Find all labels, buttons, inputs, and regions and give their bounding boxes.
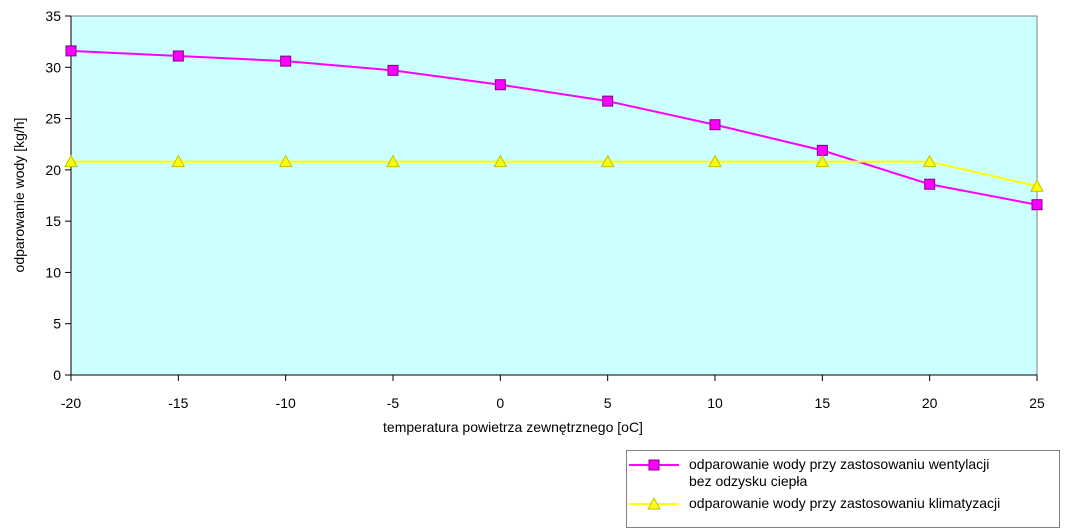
data-point	[1030, 179, 1044, 192]
series-1	[65, 45, 1043, 211]
series-layer	[64, 45, 1044, 211]
data-point	[278, 154, 293, 168]
data-point	[280, 55, 292, 67]
data-point	[64, 154, 78, 168]
y-axis: 0 5 10 15 20 25 30 35	[45, 8, 72, 383]
x-axis: -20 -15 -10 -5 0 5 10 15 20 25	[61, 374, 1045, 411]
legend-label-series-2: odparowanie wody przy zastosowaniu klima…	[689, 495, 1001, 511]
data-point	[65, 45, 77, 57]
y-tick-label: 20	[45, 162, 61, 178]
x-tick-label: -20	[61, 395, 81, 411]
data-point	[924, 178, 936, 190]
series-2-line	[71, 160, 1038, 188]
data-point	[600, 154, 615, 168]
legend-swatch-square-icon	[627, 456, 681, 476]
y-axis-title: odparowanie wody [kg/h]	[11, 118, 27, 273]
y-tick-label: 30	[45, 59, 61, 75]
x-tick-label: 25	[1029, 395, 1045, 411]
data-point	[816, 144, 828, 156]
data-point	[493, 154, 508, 168]
data-point	[602, 95, 614, 107]
legend-label-series-1-line-1: odparowanie wody przy zastosowaniu wenty…	[689, 456, 990, 472]
legend-item-series-1: odparowanie wody przy zastosowaniu wenty…	[627, 456, 1049, 490]
x-tick-label: 10	[707, 395, 723, 411]
x-tick-label: 0	[496, 395, 504, 411]
x-tick-label: -15	[168, 395, 188, 411]
data-point	[387, 64, 399, 76]
y-tick-label: 10	[45, 264, 61, 280]
legend-label-series-1-line-2: bez odzysku ciepła	[689, 473, 808, 489]
data-point	[172, 50, 184, 62]
x-axis-title: temperatura powietrza zewnętrznego [oC]	[383, 419, 643, 435]
series-1-line	[70, 49, 1038, 206]
data-point	[386, 154, 400, 168]
y-tick-label: 35	[45, 8, 61, 24]
x-tick-label: -10	[276, 395, 296, 411]
data-point	[922, 154, 937, 168]
x-tick-label: 15	[815, 395, 831, 411]
data-point	[1031, 199, 1043, 211]
legend-item-series-2: odparowanie wody przy zastosowaniu klima…	[627, 495, 1049, 515]
data-point	[709, 119, 721, 131]
y-tick-label: 5	[53, 316, 61, 332]
y-tick-label: 0	[53, 367, 61, 383]
x-tick-label: 20	[922, 395, 938, 411]
y-tick-label: 15	[45, 213, 61, 229]
legend: odparowanie wody przy zastosowaniu wenty…	[626, 450, 1060, 528]
series-2	[64, 154, 1044, 192]
x-tick-label: -5	[387, 395, 400, 411]
legend-swatch-triangle-icon	[627, 495, 681, 515]
data-point	[171, 154, 186, 168]
data-point	[708, 154, 722, 168]
x-tick-label: 5	[604, 395, 612, 411]
data-point	[815, 154, 830, 168]
y-tick-label: 25	[45, 111, 61, 127]
plot-area	[70, 15, 1038, 376]
data-point	[494, 79, 506, 91]
